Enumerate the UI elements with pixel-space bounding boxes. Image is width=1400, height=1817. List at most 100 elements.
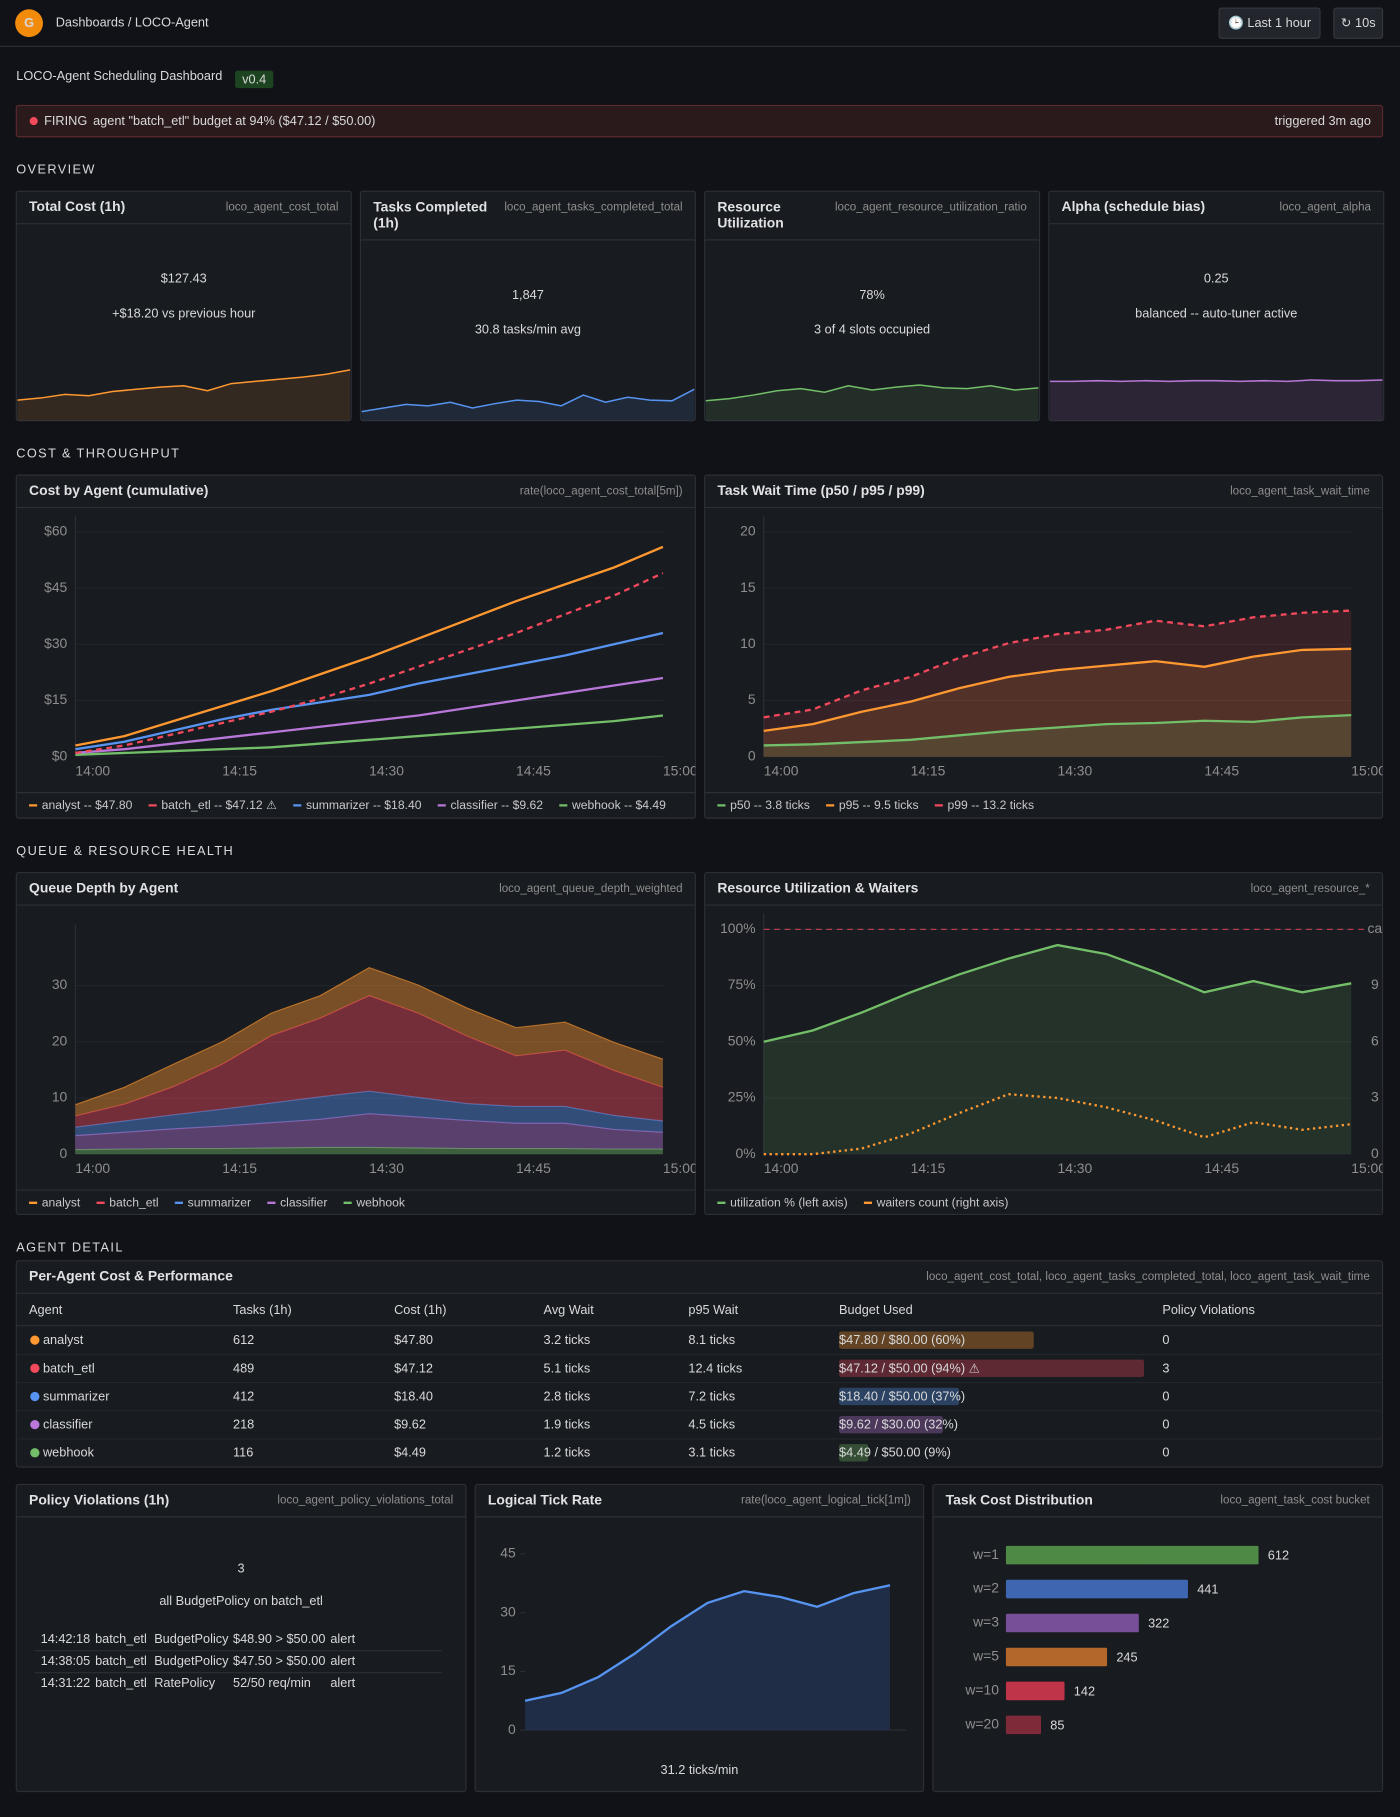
event-cell: alert — [330, 1653, 355, 1668]
panel-frame — [15, 871, 696, 1216]
column-header: Budget Used — [839, 1302, 913, 1317]
button-label[interactable]: ↻ 10s — [1341, 15, 1376, 30]
title-line: Tasks Completed — [373, 198, 491, 214]
y-tick-label: 9 — [1371, 976, 1379, 992]
stat-panel: loco_agent_tasks_completed_total Tasks Co… — [359, 190, 696, 422]
panel-body: loco_agent_resource_* Resource Utilizatio… — [704, 879, 1386, 1210]
violation-subtitle: all BudgetPolicy on batch_etl — [159, 1593, 323, 1608]
table-cell: 8.1 ticks — [688, 1332, 735, 1347]
stack-line — [75, 966, 664, 1106]
budget-bar — [839, 1359, 1145, 1378]
bar-value: 322 — [1148, 1616, 1169, 1631]
area-fill — [525, 1585, 891, 1731]
panel-title: Task Cost Distribution — [946, 1491, 1093, 1507]
title-line: Utilization — [717, 214, 783, 230]
legend-label: p50 -- 3.8 ticks — [730, 798, 810, 812]
bar-value: 245 — [1116, 1649, 1137, 1664]
stat-panel: loco_agent_cost_total Total Cost (1h) $127… — [15, 190, 352, 422]
logo-letter: G — [24, 15, 34, 30]
table-cell: 3.1 ticks — [688, 1445, 735, 1460]
table-cell: 3 — [1162, 1360, 1169, 1375]
panel-body: loco_agent_task_wait_time Task Wait Time … — [704, 482, 1386, 812]
panel-metric: loco_agent_queue_depth_weighted — [499, 883, 683, 895]
table-cell: 0 — [1162, 1417, 1169, 1432]
y-tick-label: 0% — [736, 1145, 756, 1161]
chart-panel: rate(loco_agent_cost_total[5m]) Cost by A… — [15, 474, 698, 819]
bar-value: 85 — [1050, 1717, 1064, 1732]
section-title: AGENT DETAIL — [16, 1239, 124, 1254]
x-tick-label: 14:30 — [369, 762, 404, 778]
event-cell: batch_etl — [95, 1675, 147, 1690]
table-cell: 218 — [233, 1417, 254, 1432]
panel-metric: loco_agent_cost_total, loco_agent_tasks_… — [926, 1271, 1369, 1283]
x-tick-label: 14:45 — [1204, 762, 1239, 778]
column-header: Agent — [29, 1302, 63, 1317]
agent-dot — [30, 1335, 40, 1345]
agent-dot — [30, 1419, 40, 1430]
version-badge — [235, 70, 274, 89]
panel-frame — [704, 474, 1384, 819]
button-label[interactable]: 🕒 Last 1 hour — [1228, 15, 1312, 30]
panel-frame — [15, 190, 352, 422]
button-box[interactable] — [1218, 7, 1321, 39]
x-tick-label: 15:00 — [663, 762, 698, 778]
table-cell: 0 — [1162, 1388, 1169, 1403]
series-line — [75, 545, 664, 747]
table-cell: $47.80 / $80.00 (60%) — [839, 1332, 965, 1347]
table-cell: 3.2 ticks — [544, 1332, 591, 1347]
breadcrumb[interactable]: Dashboards / — [56, 15, 132, 30]
series-line — [75, 676, 664, 755]
y-tick-label: $0 — [52, 747, 68, 763]
bar — [1005, 1647, 1108, 1667]
y-tick-label: 45 — [500, 1545, 516, 1561]
panel-frame — [932, 1483, 1384, 1793]
bar-value: 142 — [1074, 1683, 1095, 1698]
bar — [1005, 1579, 1188, 1599]
panel-title: Resource Utilization & Waiters — [717, 879, 918, 895]
section-title: QUEUE & RESOURCE HEALTH — [16, 843, 234, 858]
chart-panel: loco_agent_queue_depth_weighted Queue Dep… — [15, 871, 696, 1216]
table-cell: 2.8 ticks — [544, 1388, 591, 1403]
stat-subtitle: 30.8 tasks/min avg — [475, 322, 581, 337]
budget-bar — [839, 1387, 960, 1406]
table-cell: summarizer — [43, 1388, 110, 1403]
bar — [1005, 1715, 1042, 1735]
x-tick-label: 15:00 — [1351, 762, 1386, 778]
table-cell: 489 — [233, 1360, 254, 1375]
legend-label: classifier — [280, 1196, 327, 1210]
bar — [1005, 1613, 1139, 1633]
panel-body: rate(loco_agent_logical_tick[1m]) Logical… — [475, 1491, 924, 1777]
y-tick-label: 0 — [1371, 1145, 1379, 1161]
event-cell: batch_etl — [95, 1653, 147, 1668]
x-tick-label: 14:45 — [1204, 1160, 1239, 1176]
x-tick-label: 14:00 — [764, 762, 799, 778]
bar-value: 612 — [1268, 1548, 1289, 1563]
chart-panel: loco_agent_task_wait_time Task Wait Time … — [704, 474, 1386, 819]
toolbar-button[interactable]: ↻ 10s — [1333, 7, 1384, 39]
toolbar-button[interactable]: 🕒 Last 1 hour — [1218, 7, 1321, 39]
y-tick-label: 0 — [508, 1721, 516, 1737]
stat-value: 1,847 — [512, 287, 544, 302]
y-tick-label: 50% — [728, 1032, 756, 1048]
event-cell: 14:38:05 — [41, 1653, 91, 1668]
column-header: Cost (1h) — [394, 1302, 446, 1317]
panel-body: loco_agent_policy_violations_total Policy… — [16, 1491, 466, 1690]
table-cell: $9.62 / $30.00 (32%) — [839, 1417, 958, 1432]
sparkline — [361, 388, 695, 413]
stack-line — [75, 995, 664, 1117]
panel-body: loco_agent_alpha Alpha (schedule bias) 0.2… — [1048, 198, 1384, 421]
y-tick-label: 100% — [720, 920, 756, 936]
event-cell: batch_etl — [95, 1631, 147, 1646]
x-tick-label: 14:00 — [75, 762, 110, 778]
table-cell: $18.40 / $50.00 (37%) — [839, 1388, 965, 1403]
panel-body: rate(loco_agent_cost_total[5m]) Cost by A… — [16, 482, 698, 812]
stack-area — [75, 995, 663, 1128]
panel-frame — [15, 1260, 1384, 1468]
sparkline-area — [1049, 379, 1383, 421]
column-header: p95 Wait — [688, 1302, 738, 1317]
agent-dot — [30, 1391, 40, 1402]
event-cell: 14:42:18 — [41, 1631, 91, 1646]
x-tick-label: 15:00 — [1351, 1160, 1386, 1176]
button-box[interactable] — [1333, 7, 1384, 39]
